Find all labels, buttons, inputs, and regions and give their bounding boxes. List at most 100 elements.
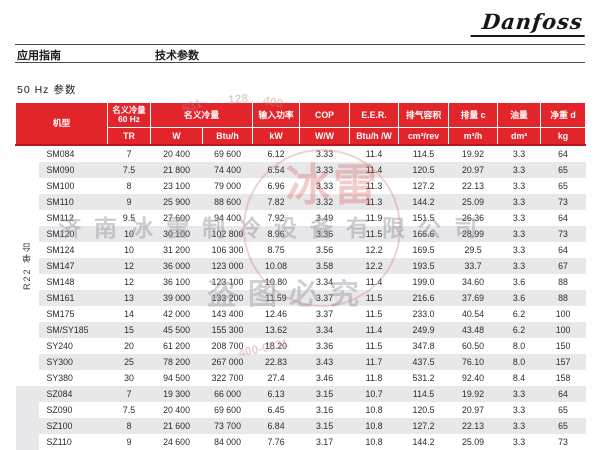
value-cell: 73 700 xyxy=(202,418,253,434)
value-cell: 347.8 xyxy=(412,341,435,351)
value-cell: 22.13 xyxy=(462,181,485,191)
value-cell: 3.37 xyxy=(299,290,350,306)
value-cell: 88 xyxy=(558,277,568,287)
value-cell: 79 000 xyxy=(214,181,241,191)
value-cell: 11.8 xyxy=(365,373,383,383)
value-cell: 69 600 xyxy=(214,149,241,159)
value-cell: 30 100 xyxy=(150,226,203,242)
value-cell: 12.2 xyxy=(365,245,383,255)
value-cell: 28.99 xyxy=(448,226,498,242)
table-row: SM100 8 23 100 79 000 6.96 3.33 11.3 127.2 22.13… xyxy=(16,178,586,194)
table-section-title: 50 Hz 参数 xyxy=(17,84,77,96)
value-cell: 42 000 xyxy=(163,309,190,319)
value-cell: 7.76 xyxy=(267,437,285,447)
value-cell: 531.2 xyxy=(412,373,435,383)
table-row: SM110 9 25 900 88 600 7.82 3.32 11.3 144.2 25.09… xyxy=(16,194,586,210)
value-cell: 3.3 xyxy=(497,258,541,274)
value-cell: 233.0 xyxy=(412,309,435,319)
value-cell: 45 500 xyxy=(150,322,203,338)
value-cell: 19.92 xyxy=(448,386,498,402)
table-row: SM112 9.5 27 600 94 400 7.92 3.49 11.9 151.5 26.… xyxy=(16,210,586,226)
unit-cm3rev: cm³/rev xyxy=(398,127,450,146)
value-cell: 92.40 xyxy=(462,373,485,383)
value-cell: 133 200 xyxy=(202,290,253,306)
value-cell: 24 600 xyxy=(163,437,190,447)
value-cell: 13 xyxy=(107,290,151,306)
value-cell: 150 xyxy=(555,341,571,351)
value-cell: 3.34 xyxy=(315,277,334,287)
value-cell: 6.45 xyxy=(267,405,285,415)
doc-section-label: 应用指南 xyxy=(17,50,61,62)
value-cell: 26.36 xyxy=(462,213,485,223)
model-cell: SY300 xyxy=(38,354,108,370)
model-cell: SZ084 xyxy=(38,386,108,402)
value-cell: 19.92 xyxy=(462,149,485,159)
value-cell: 60.50 xyxy=(462,341,485,351)
value-cell: 249.9 xyxy=(398,322,449,338)
value-cell: 11.4 xyxy=(365,277,383,287)
value-cell: 25.09 xyxy=(462,437,485,447)
model-cell: SM147 xyxy=(38,258,108,274)
value-cell: 216.6 xyxy=(398,290,449,306)
model-cell: SM120 xyxy=(38,226,108,242)
value-cell: 65 xyxy=(540,162,586,178)
value-cell: 11.5 xyxy=(365,341,383,351)
value-cell: 158 xyxy=(555,373,571,383)
unit-dm3: dm³ xyxy=(497,127,542,146)
value-cell: 11.4 xyxy=(349,322,399,338)
value-cell: 22.13 xyxy=(448,418,498,434)
value-cell: 10.08 xyxy=(252,258,300,274)
unit-kg: kg xyxy=(540,127,587,146)
value-cell: 144.2 xyxy=(412,437,435,447)
value-cell: 3.3 xyxy=(497,418,541,434)
specs-table-wrap: 机型 名义冷量 60 Hz 名义冷量 输入功率 COP E.E.R. 排气容积 … xyxy=(14,102,587,450)
value-cell: 10.80 xyxy=(265,277,288,287)
value-cell: 9 xyxy=(107,194,151,210)
value-cell: 8.0 xyxy=(512,341,526,351)
value-cell: 7.82 xyxy=(252,194,300,210)
table-body: R22 单台 SM084 7 20 400 69 600 6.12 3.33 11.4 114.… xyxy=(15,145,586,450)
value-cell: 106 300 xyxy=(211,245,244,255)
value-cell: 30 xyxy=(124,373,134,383)
value-cell: 40.54 xyxy=(462,309,485,319)
value-cell: 88 xyxy=(540,290,586,306)
value-cell: 10.8 xyxy=(365,405,383,415)
unit-w: W xyxy=(150,127,204,146)
value-cell: 11.3 xyxy=(349,194,399,210)
value-cell: 3.3 xyxy=(512,437,526,447)
value-cell: 65 xyxy=(558,181,568,191)
value-cell: 36 000 xyxy=(150,258,203,274)
table-row: SZ100 8 21 600 73 700 6.84 3.15 10.8 127.2 22.13… xyxy=(16,418,586,434)
value-cell: 6.13 xyxy=(252,386,300,402)
table-row: SM161 13 39 000 133 200 11.59 3.37 11.5 216.6 37… xyxy=(16,290,586,306)
value-cell: 3.56 xyxy=(315,245,334,255)
value-cell: 73 xyxy=(540,226,586,242)
table-row: SM120 10 30 100 102 800 8.96 3.36 11.5 166.6 28.… xyxy=(16,226,586,242)
unit-kw: kW xyxy=(252,127,301,146)
value-cell: 7.92 xyxy=(267,213,285,223)
value-cell: 123 100 xyxy=(211,277,244,287)
value-cell: 12.2 xyxy=(349,258,399,274)
capacity-60hz-title: 名义冷量 xyxy=(112,104,146,115)
value-cell: 8 xyxy=(107,418,151,434)
value-cell: 15 xyxy=(107,322,151,338)
value-cell: 8.0 xyxy=(497,354,541,370)
value-cell: 33.7 xyxy=(448,258,498,274)
table-row: R22 单台 SM084 7 20 400 69 600 6.12 3.33 11.4 114.… xyxy=(15,145,586,386)
value-cell: 73 xyxy=(558,437,568,447)
specs-table: 机型 名义冷量 60 Hz 名义冷量 输入功率 COP E.E.R. 排气容积 … xyxy=(14,102,587,450)
model-cell: SZ090 xyxy=(46,405,73,415)
value-cell: 100 xyxy=(555,309,571,319)
doc-chapter-label: 技术参数 xyxy=(155,50,199,62)
value-cell: 39 000 xyxy=(150,290,203,306)
model-cell: SM175 xyxy=(46,309,75,319)
value-cell: 3.3 xyxy=(512,405,526,415)
value-cell: 12 xyxy=(124,277,134,287)
table-row: SZ090 7.5 20 400 69 600 6.45 3.16 10.8 120.5 20.… xyxy=(16,402,586,418)
value-cell: 20 xyxy=(124,341,134,351)
value-cell: 6.2 xyxy=(497,322,541,338)
value-cell: 9.5 xyxy=(122,213,136,223)
value-cell: 120.5 xyxy=(412,405,435,415)
value-cell: 3.3 xyxy=(497,162,541,178)
